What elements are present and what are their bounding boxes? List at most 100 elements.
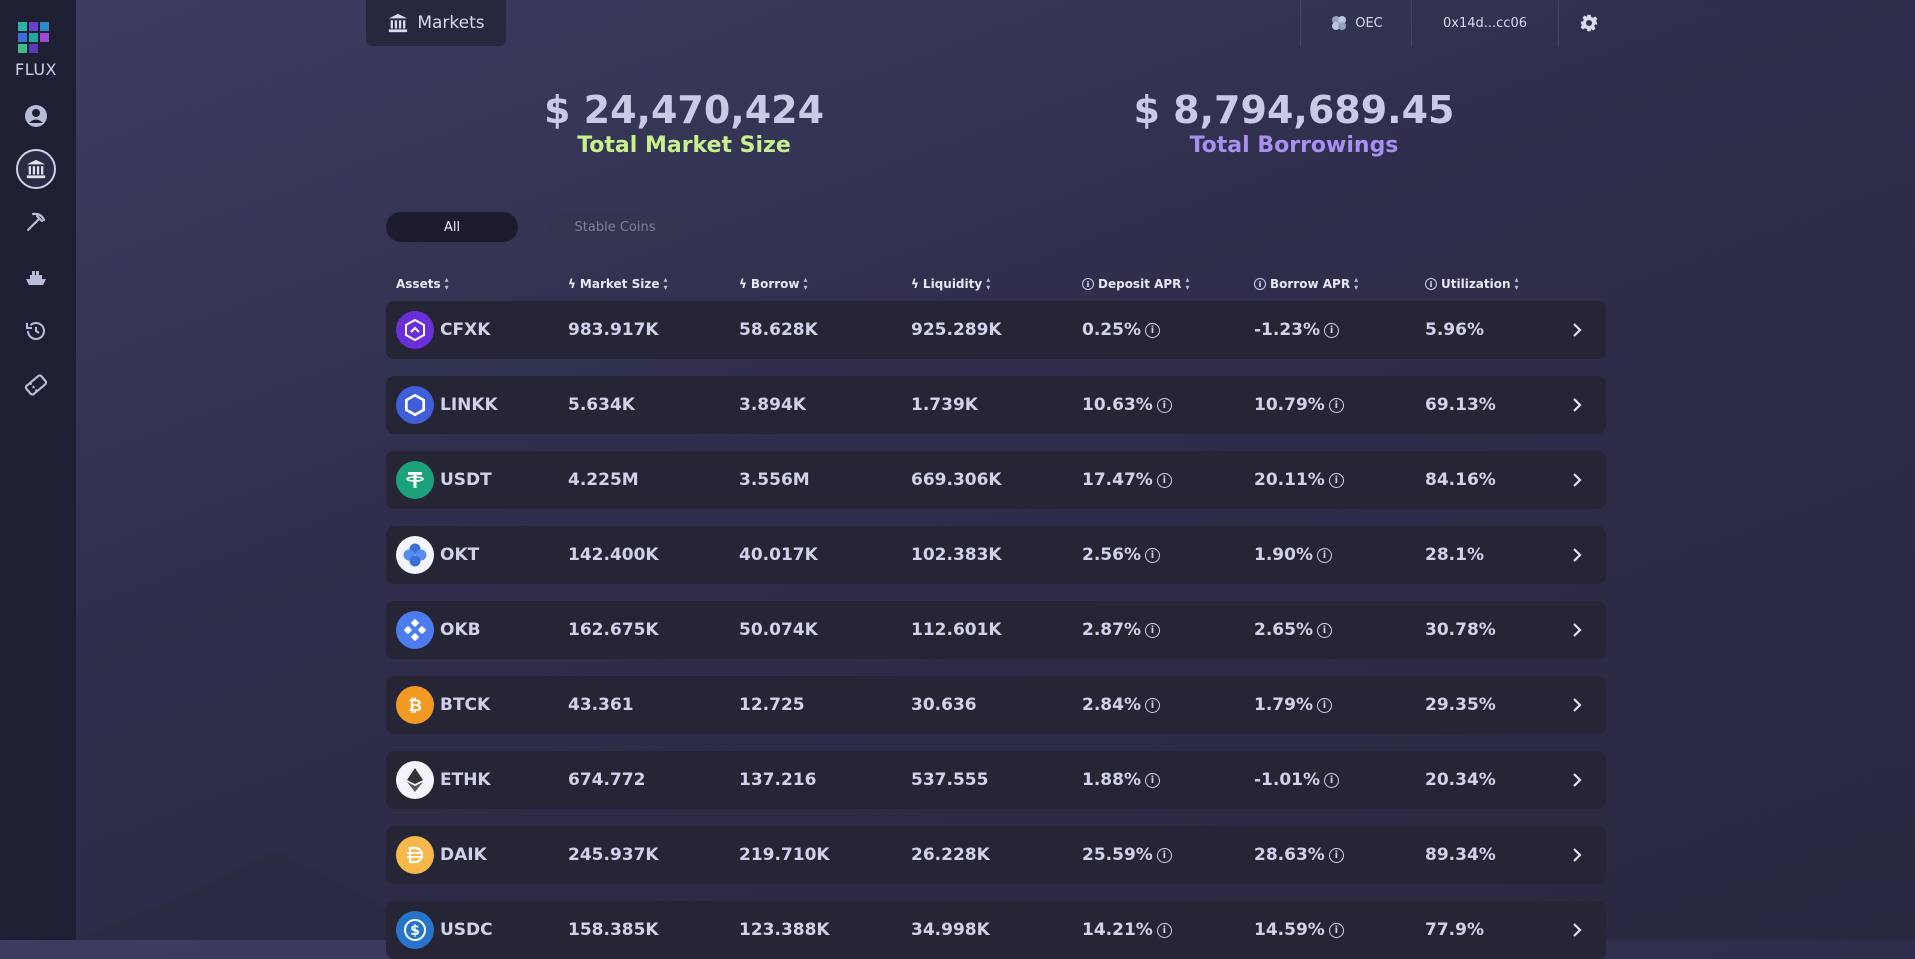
filter-stable-coins-button[interactable]: Stable Coins xyxy=(550,212,680,242)
liquidity-cell: 537.555 xyxy=(911,770,989,790)
table-row[interactable]: ETHK 674.772 137.216 537.555 1.88% i -1.0… xyxy=(386,751,1606,809)
liquidity-cell: 1.739K xyxy=(911,395,978,415)
table-row[interactable]: LINKK 5.634K 3.894K 1.739K 10.63% i 10.79… xyxy=(386,376,1606,434)
logo-text: FLUX xyxy=(15,60,57,79)
utilization-cell: 89.34% xyxy=(1425,845,1496,865)
sort-icon: ▴ ▾ xyxy=(663,275,668,292)
nav-account-icon[interactable] xyxy=(14,94,58,138)
header-utilization[interactable]: i Utilization ▴ ▾ xyxy=(1425,276,1519,292)
borrow-apr-cell: 1.79% i xyxy=(1254,676,1332,734)
info-icon[interactable]: i xyxy=(1156,922,1172,938)
liquidity-cell: 102.383K xyxy=(911,545,1002,565)
flux-logo[interactable]: FLUX xyxy=(14,20,58,79)
utilization-cell: 5.96% xyxy=(1425,320,1484,340)
info-icon[interactable]: i xyxy=(1144,772,1160,788)
table-row[interactable]: ₿ BTCK 43.361 12.725 30.636 2.84% i 1.79%… xyxy=(386,676,1606,734)
nav-markets-icon[interactable] xyxy=(16,149,56,189)
top-bar: OEC 0x14d...cc06 xyxy=(1300,0,1619,46)
deposit-apr-value: 2.84% xyxy=(1082,695,1141,715)
borrow-apr-value: 1.79% xyxy=(1254,695,1313,715)
account-button[interactable]: 0x14d...cc06 xyxy=(1412,0,1558,46)
okb-icon xyxy=(396,611,434,649)
table-row[interactable]: CFXK 983.917K 58.628K 925.289K 0.25% i -1… xyxy=(386,301,1606,359)
table-row[interactable]: USDT 4.225M 3.556M 669.306K 17.47% i 20.1… xyxy=(386,451,1606,509)
nav-ship-icon[interactable] xyxy=(14,256,58,300)
sort-icon: ▴ ▾ xyxy=(1185,275,1190,292)
info-icon[interactable]: i xyxy=(1144,322,1160,338)
asset-cell: OKT xyxy=(396,526,479,584)
table-row[interactable]: OKB 162.675K 50.074K 112.601K 2.87% i 2.6… xyxy=(386,601,1606,659)
header-assets[interactable]: Assets ▴ ▾ xyxy=(396,276,449,292)
asset-cell: USDT xyxy=(396,451,492,509)
header-borrow-apr[interactable]: i Borrow APR ▴ ▾ xyxy=(1254,276,1358,292)
header-deposit-apr[interactable]: i Deposit APR ▴ ▾ xyxy=(1082,276,1189,292)
info-icon[interactable]: i xyxy=(1144,622,1160,638)
info-icon[interactable]: i xyxy=(1156,847,1172,863)
header-deposit-apr-label: Deposit APR xyxy=(1098,277,1182,291)
info-icon[interactable]: i xyxy=(1328,847,1344,863)
deposit-apr-value: 2.87% xyxy=(1082,620,1141,640)
info-icon[interactable]: i xyxy=(1324,322,1340,338)
info-icon[interactable]: i xyxy=(1156,397,1172,413)
chevron-right-icon[interactable] xyxy=(1570,621,1584,639)
chevron-right-icon[interactable] xyxy=(1570,321,1584,339)
asset-name: CFXK xyxy=(440,320,491,340)
filter-all-button[interactable]: All xyxy=(386,212,518,242)
info-icon[interactable]: i xyxy=(1316,547,1332,563)
network-selector[interactable]: OEC xyxy=(1301,0,1411,46)
chevron-right-icon[interactable] xyxy=(1570,546,1584,564)
table-row[interactable]: $ USDC 158.385K 123.388K 34.998K 14.21% i… xyxy=(386,901,1606,959)
info-icon[interactable]: i xyxy=(1144,547,1160,563)
deposit-apr-value: 2.56% xyxy=(1082,545,1141,565)
asset-name: USDC xyxy=(440,920,493,940)
header-liquidity[interactable]: ϟ Liquidity ▴ ▾ xyxy=(911,276,990,292)
chevron-right-icon[interactable] xyxy=(1570,696,1584,714)
utilization-cell: 84.16% xyxy=(1425,470,1496,490)
info-icon[interactable]: i xyxy=(1324,772,1340,788)
header-market-size[interactable]: ϟ Market Size ▴ ▾ xyxy=(568,276,667,292)
borrow-apr-value: 14.59% xyxy=(1254,920,1325,940)
chevron-right-icon[interactable] xyxy=(1570,921,1584,939)
borrow-cell: 50.074K xyxy=(739,620,818,640)
asset-name: USDT xyxy=(440,470,492,490)
header-borrow-label: Borrow xyxy=(750,277,800,291)
chevron-right-icon[interactable] xyxy=(1570,771,1584,789)
settings-button[interactable] xyxy=(1559,0,1619,46)
asset-name: OKB xyxy=(440,620,481,640)
total-borrowings: $ 8,794,689.45 Total Borrowings xyxy=(1124,88,1464,160)
utilization-cell: 30.78% xyxy=(1425,620,1496,640)
header-borrow[interactable]: ϟ Borrow ▴ ▾ xyxy=(739,276,808,292)
sort-icon: ▴ ▾ xyxy=(444,275,449,292)
info-icon[interactable]: i xyxy=(1328,472,1344,488)
chevron-right-icon[interactable] xyxy=(1570,471,1584,489)
chevron-right-icon[interactable] xyxy=(1570,846,1584,864)
borrow-cell: 3.556M xyxy=(739,470,810,490)
nav-mining-icon[interactable] xyxy=(14,200,58,244)
borrow-cell: 137.216 xyxy=(739,770,817,790)
borrow-cell: 12.725 xyxy=(739,695,805,715)
borrow-cell: 219.710K xyxy=(739,845,830,865)
info-icon[interactable]: i xyxy=(1316,622,1332,638)
info-icon[interactable]: i xyxy=(1316,697,1332,713)
asset-name: LINKK xyxy=(440,395,498,415)
info-icon[interactable]: i xyxy=(1328,922,1344,938)
total-market-size: $ 24,470,424 Total Market Size xyxy=(534,88,834,160)
table-row[interactable]: OKT 142.400K 40.017K 102.383K 2.56% i 1.9… xyxy=(386,526,1606,584)
info-icon[interactable]: i xyxy=(1328,397,1344,413)
deposit-apr-cell: 2.56% i xyxy=(1082,526,1160,584)
nav-ticket-icon[interactable] xyxy=(14,363,58,407)
tab-markets[interactable]: Markets xyxy=(366,0,506,46)
table-row[interactable]: DAIK 245.937K 219.710K 26.228K 25.59% i 2… xyxy=(386,826,1606,884)
divider xyxy=(1300,0,1301,46)
liquidity-cell: 112.601K xyxy=(911,620,1002,640)
lightning-icon: ϟ xyxy=(568,277,576,291)
utilization-cell: 20.34% xyxy=(1425,770,1496,790)
nav-history-icon[interactable] xyxy=(14,309,58,353)
daik-icon xyxy=(396,836,434,874)
borrow-apr-value: 1.90% xyxy=(1254,545,1313,565)
info-icon[interactable]: i xyxy=(1144,697,1160,713)
borrow-apr-cell: 2.65% i xyxy=(1254,601,1332,659)
asset-cell: LINKK xyxy=(396,376,498,434)
chevron-right-icon[interactable] xyxy=(1570,396,1584,414)
info-icon[interactable]: i xyxy=(1156,472,1172,488)
